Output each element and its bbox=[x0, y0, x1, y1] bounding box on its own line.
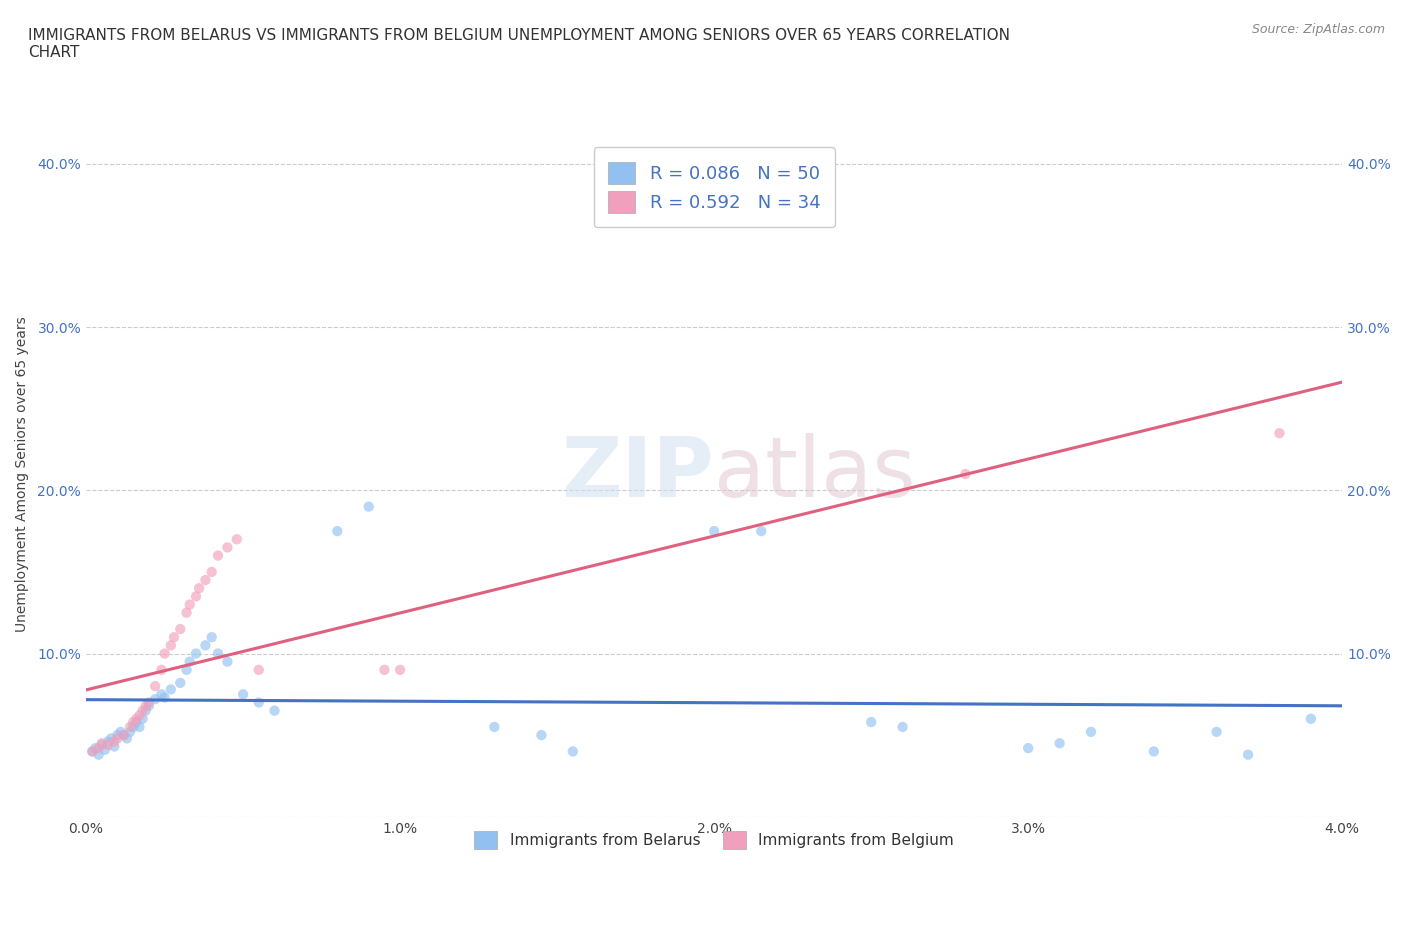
Point bbox=[326, 524, 349, 538]
Point bbox=[201, 630, 224, 644]
Point bbox=[112, 727, 135, 742]
Point bbox=[160, 682, 183, 697]
Point bbox=[128, 708, 150, 723]
Point bbox=[1049, 736, 1071, 751]
Point bbox=[530, 727, 553, 742]
Point bbox=[84, 740, 107, 755]
Text: IMMIGRANTS FROM BELARUS VS IMMIGRANTS FROM BELGIUM UNEMPLOYMENT AMONG SENIORS OV: IMMIGRANTS FROM BELARUS VS IMMIGRANTS FR… bbox=[28, 28, 1010, 60]
Point bbox=[389, 662, 412, 677]
Point bbox=[94, 742, 117, 757]
Point bbox=[107, 731, 129, 746]
Point bbox=[1237, 747, 1260, 762]
Point bbox=[128, 720, 150, 735]
Point bbox=[150, 662, 173, 677]
Point bbox=[184, 646, 207, 661]
Point bbox=[891, 720, 914, 735]
Point bbox=[373, 662, 395, 677]
Point bbox=[749, 524, 772, 538]
Point bbox=[184, 589, 207, 604]
Point bbox=[860, 714, 883, 729]
Point bbox=[103, 739, 125, 754]
Point bbox=[150, 687, 173, 702]
Point bbox=[103, 734, 125, 749]
Point bbox=[207, 646, 229, 661]
Point bbox=[82, 744, 104, 759]
Y-axis label: Unemployment Among Seniors over 65 years: Unemployment Among Seniors over 65 years bbox=[15, 316, 30, 631]
Point bbox=[247, 695, 270, 710]
Point bbox=[87, 740, 110, 755]
Point bbox=[194, 573, 217, 588]
Point bbox=[194, 638, 217, 653]
Point bbox=[118, 724, 141, 739]
Point bbox=[112, 727, 135, 742]
Point bbox=[115, 731, 138, 746]
Point bbox=[225, 532, 247, 547]
Point bbox=[153, 646, 176, 661]
Point bbox=[232, 687, 254, 702]
Point bbox=[176, 605, 198, 620]
Point bbox=[561, 744, 583, 759]
Point bbox=[1268, 426, 1291, 441]
Point bbox=[122, 720, 145, 735]
Point bbox=[143, 692, 166, 707]
Point bbox=[207, 548, 229, 563]
Point bbox=[90, 737, 112, 752]
Point bbox=[87, 747, 110, 762]
Point bbox=[97, 734, 120, 749]
Point bbox=[118, 720, 141, 735]
Point bbox=[1143, 744, 1166, 759]
Point bbox=[955, 467, 977, 482]
Point bbox=[357, 499, 380, 514]
Point bbox=[135, 698, 157, 713]
Point bbox=[143, 679, 166, 694]
Point bbox=[188, 580, 211, 595]
Point bbox=[703, 524, 725, 538]
Point bbox=[179, 654, 201, 669]
Point bbox=[90, 736, 112, 751]
Point bbox=[169, 621, 191, 636]
Point bbox=[125, 714, 148, 729]
Point bbox=[169, 675, 191, 690]
Point bbox=[163, 630, 186, 644]
Point bbox=[82, 744, 104, 759]
Point bbox=[217, 540, 239, 555]
Point bbox=[247, 662, 270, 677]
Point bbox=[1299, 711, 1322, 726]
Point bbox=[125, 711, 148, 726]
Point bbox=[122, 714, 145, 729]
Point bbox=[138, 695, 160, 710]
Point bbox=[484, 720, 506, 735]
Point bbox=[131, 711, 153, 726]
Text: Source: ZipAtlas.com: Source: ZipAtlas.com bbox=[1251, 23, 1385, 36]
Point bbox=[131, 703, 153, 718]
Point bbox=[138, 698, 160, 713]
Point bbox=[1205, 724, 1227, 739]
Point bbox=[110, 724, 132, 739]
Point bbox=[1017, 740, 1039, 755]
Text: atlas: atlas bbox=[714, 433, 915, 514]
Point bbox=[107, 727, 129, 742]
Point bbox=[153, 690, 176, 705]
Point bbox=[135, 703, 157, 718]
Point bbox=[100, 731, 122, 746]
Point bbox=[263, 703, 285, 718]
Point bbox=[179, 597, 201, 612]
Point bbox=[217, 654, 239, 669]
Point bbox=[160, 638, 183, 653]
Point bbox=[201, 565, 224, 579]
Point bbox=[176, 662, 198, 677]
Point bbox=[97, 737, 120, 752]
Point bbox=[1080, 724, 1102, 739]
Legend: Immigrants from Belarus, Immigrants from Belgium: Immigrants from Belarus, Immigrants from… bbox=[467, 823, 962, 857]
Text: ZIP: ZIP bbox=[561, 433, 714, 514]
